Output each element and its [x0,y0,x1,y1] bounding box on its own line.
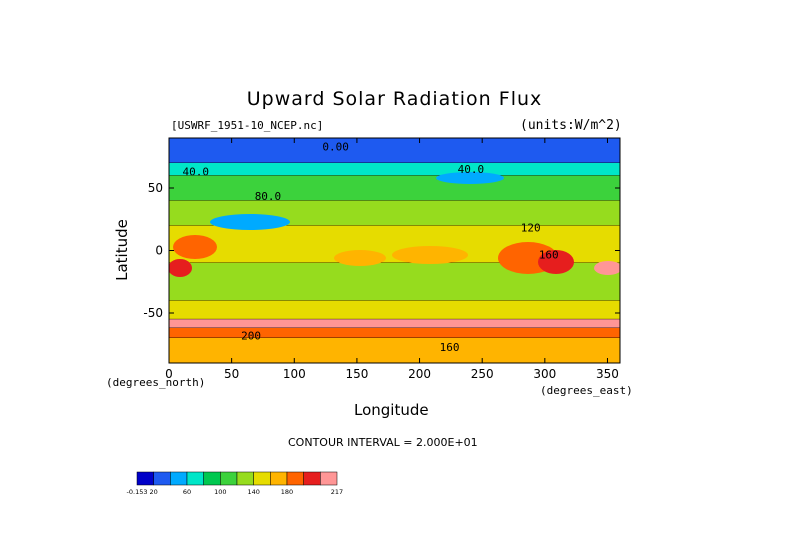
feature-blob [594,261,620,275]
y-tick-label: -50 [143,306,163,320]
x-tick-label: 50 [224,367,239,381]
colorbar-tick-label: 140 [247,488,259,496]
contour-label: 0.00 [322,141,349,154]
contour-interval-label: CONTOUR INTERVAL = 2.000E+01 [288,436,478,449]
colorbar-swatch [136,471,154,486]
contour-label: 40.0 [458,163,485,176]
y-unit-label: (degrees_north) [106,376,206,389]
source-file-label: [USWRF_1951-10_NCEP.nc] [171,119,324,132]
feature-blob [478,270,522,290]
x-tick-label: 150 [345,367,368,381]
x-tick-label: 250 [471,367,494,381]
feature-blob [210,214,290,230]
zonal-band [169,138,620,163]
y-axis: -50 0 50 [143,181,620,320]
y-tick-label: 50 [148,181,163,195]
colorbar-tick-label: 100 [214,488,226,496]
colorbar-swatch [186,471,204,486]
contour-label: 160 [539,249,559,262]
colorbar-swatch [286,471,304,486]
units-label: (units:W/m^2) [520,118,622,133]
x-tick-label: 300 [533,367,556,381]
zonal-band [169,338,620,363]
contour-label: 40.0 [183,165,210,178]
colorbar-tick-label: 20 [150,488,158,496]
zonal-band [169,175,620,201]
colorbar-swatch [153,471,171,486]
feature-blob [392,246,468,264]
colorbar-swatch [203,471,221,486]
colorbar-swatch [253,471,271,486]
colorbar-tick-label: 180 [281,488,293,496]
colorbar-tick-label: 217 [331,488,343,496]
feature-blob [238,282,286,294]
x-unit-label: (degrees_east) [540,384,633,397]
colorbar-swatch [170,471,188,486]
x-tick-label: 200 [408,367,431,381]
colorbar: -0.153 20 60 100 140 180 217 [127,471,343,496]
colorbar-swatch [236,471,254,486]
feature-blob [436,172,504,184]
feature-blob [169,259,192,277]
contour-label: 80.0 [255,190,282,203]
colorbar-tick-label: 60 [183,488,191,496]
zonal-band [169,328,620,338]
contour-features [169,172,620,294]
colorbar-swatch [303,471,321,486]
feature-blob [538,250,574,274]
zonal-band [169,163,620,176]
x-tick-label: 0 [165,367,173,381]
contour-label: 160 [440,341,460,354]
x-tick-label: 350 [596,367,619,381]
zonal-band [169,319,620,328]
x-axis: 0 50 100 150 200 250 300 350 [165,138,619,381]
colorbar-swatch [320,471,338,486]
colorbar-swatch [270,471,288,486]
y-tick-label: 0 [155,244,163,258]
contour-labels: 0.00 40.0 40.0 80.0 120 160 200 160 [183,141,559,354]
chart-title: Upward Solar Radiation Flux [246,88,543,110]
zonal-band [169,300,620,320]
x-axis-label: Longitude [354,401,429,419]
contour-label: 120 [521,222,541,235]
colorbar-swatch [220,471,238,486]
feature-blob [334,250,386,266]
colorbar-tick-label: -0.153 [127,488,148,496]
x-tick-label: 100 [283,367,306,381]
contour-label: 200 [241,330,261,343]
feature-blob [173,235,217,259]
